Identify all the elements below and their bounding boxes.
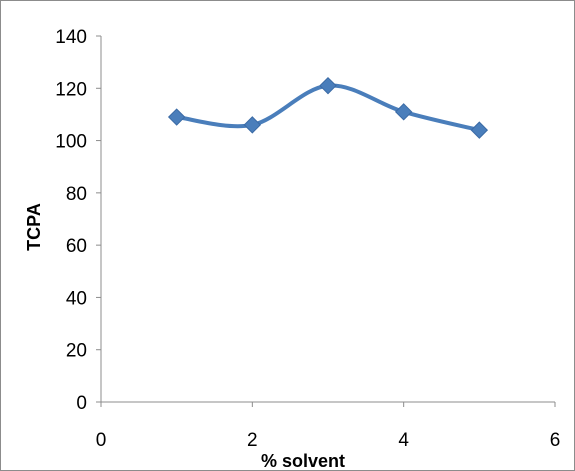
axes	[100, 36, 555, 403]
x-axis-title: % solvent	[261, 451, 345, 471]
x-tick-label: 6	[550, 430, 561, 451]
x-tick-label: 4	[398, 430, 409, 451]
y-tick-labels: 0 20 40 60 80 100 120 140	[55, 27, 101, 414]
y-tick-label: 60	[66, 236, 87, 257]
data-point-marker	[167, 108, 186, 126]
y-tick-label: 120	[55, 79, 87, 100]
series-layer	[167, 76, 489, 139]
y-axis-title: TCPA	[24, 203, 44, 251]
y-tick-label: 140	[55, 27, 87, 48]
y-tick-label: 20	[66, 341, 87, 362]
y-tick-label: 100	[55, 132, 87, 153]
x-tick-label: 0	[96, 430, 107, 451]
y-tick-label: 80	[66, 184, 87, 205]
data-point-marker	[319, 76, 337, 95]
y-tick-label: 40	[66, 288, 87, 309]
data-point-marker	[470, 121, 489, 139]
x-tick-label: 2	[247, 430, 258, 451]
y-tick-label: 0	[76, 393, 87, 414]
data-point-marker	[394, 103, 413, 121]
x-tick-labels: 0 2 4 6	[96, 402, 561, 451]
data-point-marker	[243, 116, 262, 134]
